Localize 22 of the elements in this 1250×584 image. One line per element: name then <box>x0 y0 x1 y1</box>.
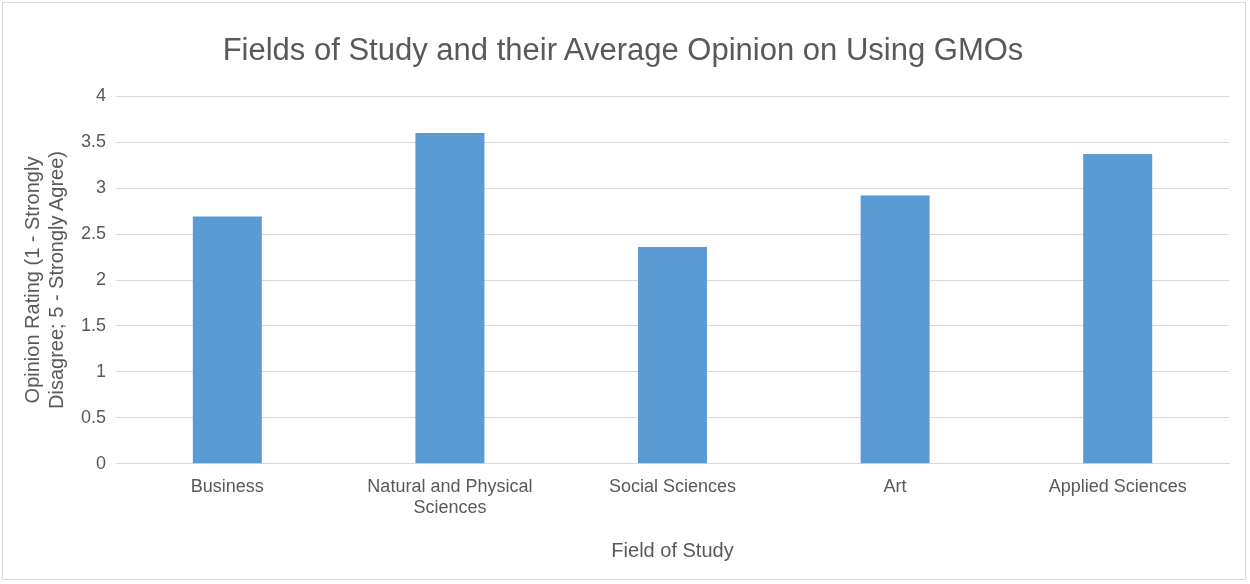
x-tick-label: Natural and Physical Sciences <box>367 475 533 518</box>
x-tick-label: Social Sciences <box>608 475 737 496</box>
y-tick-label: 2.5 <box>80 223 107 244</box>
y-tick-label: 1.5 <box>80 314 107 335</box>
y-tick-label: 2 <box>96 268 107 289</box>
bar <box>192 216 262 464</box>
x-tick-label: Business <box>190 475 264 496</box>
bar <box>638 246 708 464</box>
y-tick-label: 0 <box>96 452 107 473</box>
y-tick-label: 3 <box>96 177 107 198</box>
y-axis-title: Opinion Rating (1 - Strongly Disagree; 5 - Strongly Agree) <box>20 151 67 409</box>
bar <box>415 132 485 464</box>
bar <box>860 195 930 464</box>
chart-title: Fields of Study and their Average Opinion on Using GMOs <box>222 32 1024 68</box>
bar <box>1083 154 1153 464</box>
y-tick-label: 4 <box>96 85 107 106</box>
y-tick-label: 1 <box>96 360 107 381</box>
y-tick-label: 3.5 <box>80 131 107 152</box>
x-axis-title: Field of Study <box>611 538 734 561</box>
x-tick-label: Art <box>883 475 907 496</box>
x-tick-label: Applied Sciences <box>1048 475 1187 496</box>
y-tick-label: 0.5 <box>80 406 107 427</box>
